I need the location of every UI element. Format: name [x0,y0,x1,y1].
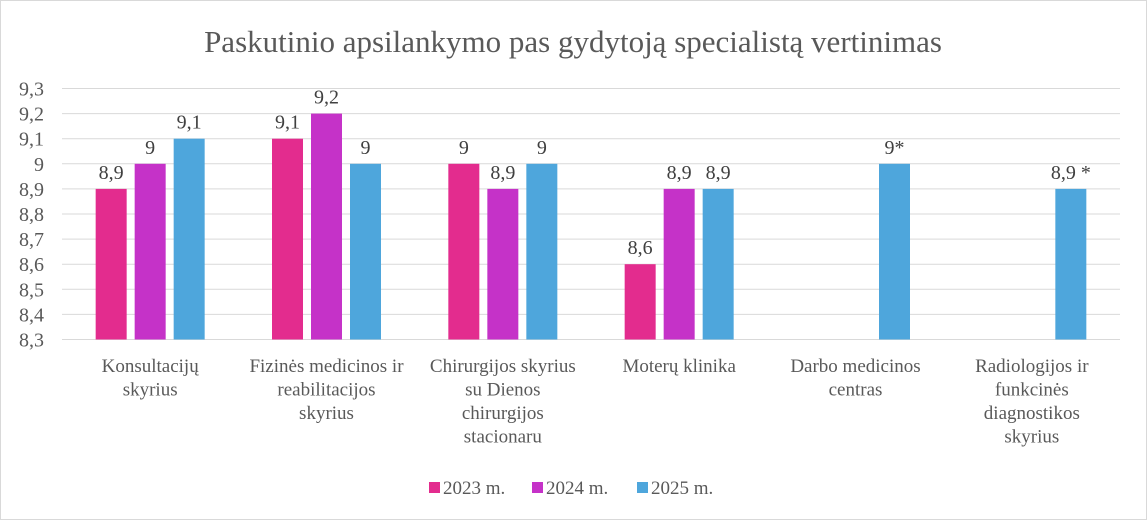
bar-2023m-0 [95,188,127,340]
bar-2025m-3 [702,188,734,340]
legend-label: 2024 m. [546,478,608,499]
legend-swatch [532,482,543,493]
y-tick-label: 8,4 [19,304,44,326]
x-category-label: diagnostikos [984,403,1080,424]
y-tick-label: 8,5 [19,279,44,301]
data-label: 8,6 [628,237,653,259]
y-tick-label: 8,9 [19,179,44,201]
data-label: 9* [885,137,905,159]
data-label: 9,1 [177,112,202,134]
data-label: 9,1 [275,112,300,134]
chart-title: Paskutinio apsilankymo pas gydytoją spec… [204,24,942,59]
bar-2024m-2 [487,188,519,340]
legend-label: 2025 m. [651,478,713,499]
x-category-label: Chirurgijos skyrius [430,356,576,377]
bar-2025m-0 [173,138,205,340]
bar-2023m-2 [448,163,480,340]
data-label: 9 [145,137,155,159]
bar-2023m-3 [624,264,656,340]
y-tick-label: 9,1 [19,129,44,151]
bar-2024m-1 [311,113,342,340]
x-category-label: stacionaru [464,427,543,448]
x-category-label: su Dienos [465,380,540,401]
x-category-label: Konsultacijų [102,356,200,377]
data-label: 8,9 * [1051,162,1091,184]
bar-2025m-1 [350,163,381,340]
x-category-label: Radiologijos ir [975,356,1089,377]
x-category-label: skyrius [123,380,178,401]
y-tick-label: 8,6 [19,254,44,276]
bar-2025m-2 [526,163,558,340]
y-tick-label: 9,3 [19,79,44,101]
x-category-label: skyrius [299,403,354,424]
data-label: 9 [459,137,469,159]
y-tick-label: 8,3 [19,330,44,352]
data-label: 8,9 [490,162,515,184]
data-label: 8,9 [667,162,692,184]
y-tick-label: 8,7 [19,229,44,251]
x-category-label: Darbo medicinos [790,356,920,377]
x-category-label: chirurgijos [462,403,544,424]
data-label: 9,2 [314,87,339,109]
x-category-label: reabilitacijos [277,380,375,401]
data-label: 9 [537,137,547,159]
x-category-label: skyrius [1004,427,1059,448]
bar-2024m-3 [663,188,695,340]
y-tick-label: 9,2 [19,104,44,126]
x-category-label: funkcinės [995,380,1069,401]
legend-label: 2023 m. [443,478,505,499]
data-label: 8,9 [706,162,731,184]
y-tick-label: 8,8 [19,204,44,226]
bar-2024m-0 [134,163,166,340]
x-category-label: centras [829,380,883,401]
data-label: 8,9 [99,162,124,184]
legend-swatch [429,482,440,493]
bar-2023m-1 [272,138,303,340]
legend-swatch [637,482,648,493]
y-tick-label: 9 [34,154,44,176]
data-label: 9 [361,137,371,159]
bar-2025m-5 [1055,188,1087,340]
x-category-label: Fizinės medicinos ir [249,356,404,377]
bar-2025m-4 [879,163,910,340]
x-category-label: Moterų klinika [622,356,736,377]
